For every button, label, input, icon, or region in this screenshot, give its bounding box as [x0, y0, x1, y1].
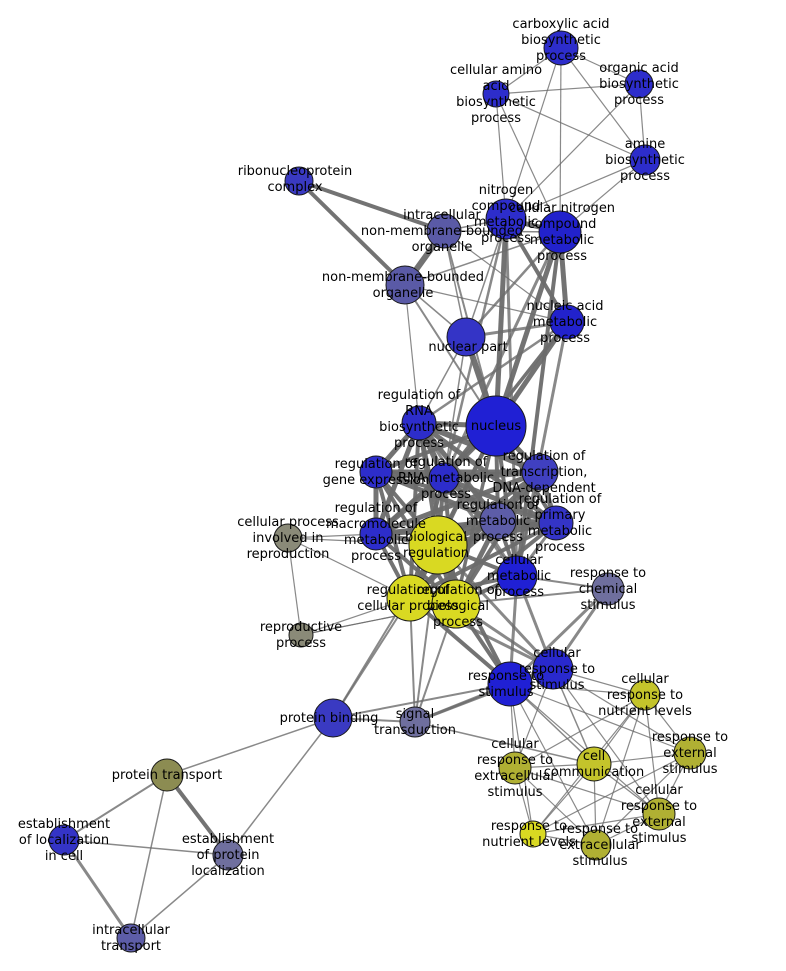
graph-node[interactable]: [479, 502, 517, 540]
graph-node[interactable]: [496, 555, 538, 597]
graph-edge: [332, 683, 511, 719]
graph-edge: [165, 773, 230, 857]
graph-node[interactable]: [538, 210, 582, 254]
graph-edge: [63, 839, 229, 856]
graph-node[interactable]: [313, 698, 353, 738]
graph-edge: [408, 422, 421, 599]
graph-node[interactable]: [212, 839, 244, 871]
graph-node[interactable]: [538, 505, 574, 541]
graph-edge: [495, 93, 646, 161]
graph-edge: [505, 83, 640, 220]
graph-node[interactable]: [401, 405, 437, 441]
graph-node[interactable]: [532, 648, 574, 690]
graph-node[interactable]: [116, 923, 146, 953]
graph-node[interactable]: [521, 453, 559, 491]
nodes-layer: [48, 30, 707, 953]
graph-edge: [227, 717, 334, 856]
graph-edge: [443, 336, 467, 479]
graph-node[interactable]: [446, 317, 486, 357]
graph-edge: [532, 752, 691, 835]
graph-edge: [130, 774, 168, 939]
graph-edge: [375, 520, 557, 537]
graph-node[interactable]: [519, 820, 547, 848]
graph-edge: [505, 159, 646, 220]
graph-edge: [465, 218, 507, 338]
graph-edge: [509, 683, 691, 754]
graph-edge: [404, 284, 420, 424]
graph-edge: [63, 774, 168, 841]
graph-edge: [559, 47, 562, 233]
graph-edge: [514, 694, 646, 769]
graph-edge: [552, 668, 660, 815]
graph-edge: [287, 537, 302, 636]
graph-edge: [493, 218, 509, 427]
graph-edge: [509, 683, 646, 696]
graph-edge: [495, 83, 640, 95]
graph-node[interactable]: [428, 462, 460, 494]
graph-node[interactable]: [426, 213, 462, 249]
graph-edge: [465, 231, 561, 338]
graph-node[interactable]: [359, 517, 393, 551]
graph-node[interactable]: [485, 198, 527, 240]
graph-node[interactable]: [386, 574, 434, 622]
graph-edge: [130, 854, 229, 939]
graph-node[interactable]: [642, 797, 676, 831]
graph-edge: [514, 767, 660, 815]
graph-node[interactable]: [359, 455, 393, 489]
graph-edge: [508, 587, 610, 686]
graph-edge: [509, 683, 660, 815]
graph-node[interactable]: [624, 69, 654, 99]
graph-edge: [532, 813, 660, 835]
graph-edge: [166, 717, 334, 776]
graph-edge: [495, 93, 561, 233]
graph-edge: [505, 47, 562, 220]
graph-edge: [515, 231, 562, 577]
graph-edge: [297, 179, 407, 287]
graph-edge: [509, 683, 597, 846]
graph-node[interactable]: [273, 523, 303, 553]
graph-edge: [404, 284, 568, 323]
graph-node[interactable]: [431, 579, 481, 629]
graph-node[interactable]: [48, 824, 80, 856]
graph-node[interactable]: [284, 166, 314, 196]
graph-edge: [644, 694, 660, 815]
graph-edge: [443, 230, 568, 323]
graph-edge: [595, 694, 646, 846]
graph-node[interactable]: [543, 30, 579, 66]
graph-edge: [418, 320, 568, 425]
graph-node[interactable]: [487, 661, 533, 707]
graph-node[interactable]: [629, 144, 661, 176]
graph-node[interactable]: [399, 706, 431, 738]
graph-edge: [443, 475, 557, 526]
graph-edge: [552, 668, 691, 754]
graph-edge: [404, 231, 561, 286]
graph-node[interactable]: [482, 80, 510, 108]
graph-node[interactable]: [549, 304, 585, 340]
graph-edge: [332, 597, 411, 719]
graph-node[interactable]: [580, 829, 612, 861]
graph-node[interactable]: [408, 515, 468, 575]
graph-node[interactable]: [498, 751, 532, 785]
graph-edge: [62, 839, 133, 939]
graph-edge: [298, 179, 445, 233]
graph-node[interactable]: [385, 265, 425, 305]
graph-node[interactable]: [591, 572, 625, 606]
graph-edge: [560, 47, 646, 161]
graph-node[interactable]: [465, 395, 527, 457]
graph-node[interactable]: [150, 758, 184, 792]
graph-edge: [455, 588, 609, 605]
graph-node[interactable]: [673, 736, 707, 770]
graph-edge: [414, 544, 439, 723]
graph-edge: [514, 767, 597, 846]
graph-edge: [414, 721, 595, 765]
graph-edge: [495, 93, 507, 220]
graph-node[interactable]: [288, 622, 314, 648]
graph-node[interactable]: [576, 746, 612, 782]
graph-edge: [595, 752, 691, 846]
graph-node[interactable]: [629, 679, 661, 711]
